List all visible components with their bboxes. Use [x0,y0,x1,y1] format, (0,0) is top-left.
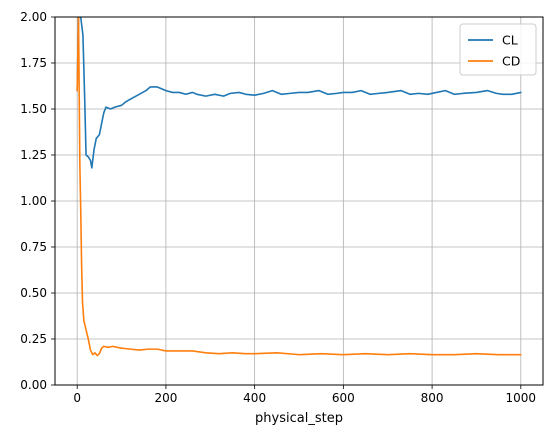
x-tick-label: 400 [243,391,266,405]
x-tick-label: 200 [154,391,177,405]
legend-label-cd: CD [502,54,520,69]
x-tick-label: 1000 [506,391,537,405]
series-line-cl [76,17,522,169]
x-tick-label: 800 [421,391,444,405]
x-axis-label: physical_step [255,411,343,426]
axis-layer: 0 200 400 600 800 1000 0.00 0.25 0.50 0.75 1.00 1.2… [20,10,536,405]
y-tick-label: 0.50 [20,286,47,300]
y-tick-label: 1.75 [20,56,47,70]
y-tick-label: 0.25 [20,332,47,346]
series-line-cd [76,17,522,357]
y-tick-label: 1.00 [20,194,47,208]
y-tick-label: 1.50 [20,102,47,116]
legend-label-cl: CL [502,33,518,48]
legend-box [459,23,537,76]
x-tick-label: 600 [332,391,355,405]
series-layer [76,17,522,357]
y-tick-label: 2.00 [20,10,47,24]
x-tick-label: 0 [73,391,81,405]
y-tick-label: 0.75 [20,240,47,254]
y-tick-label: 1.25 [20,148,47,162]
y-tick-label: 0.00 [20,378,47,392]
legend: CL CD [459,23,537,76]
